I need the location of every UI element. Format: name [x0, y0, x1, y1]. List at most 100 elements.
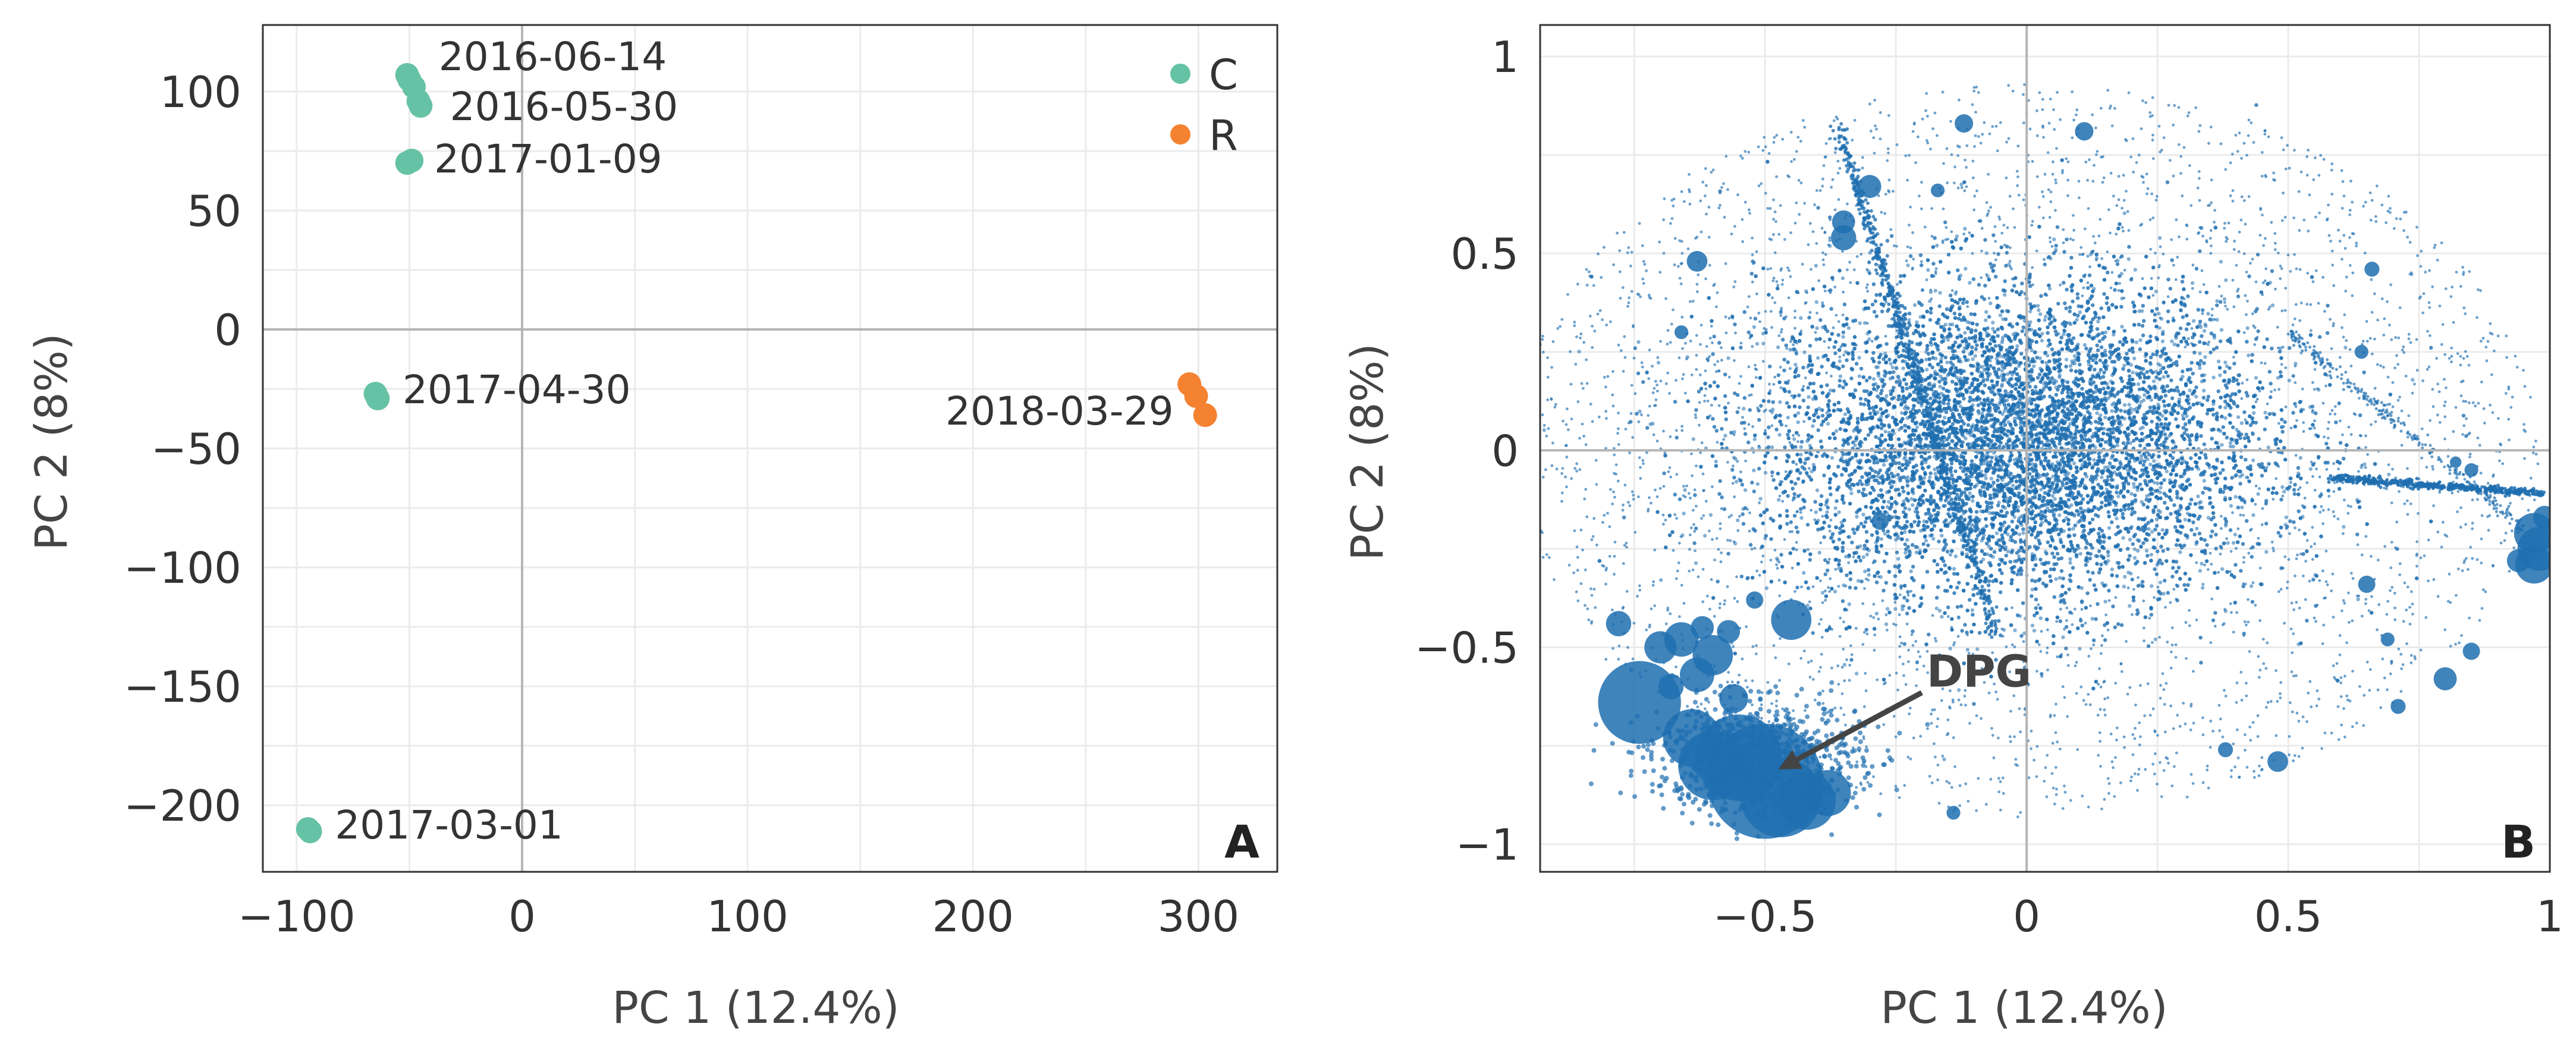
panel-b-point: [1884, 394, 1889, 398]
panel-b-point: [1799, 316, 1803, 320]
panel-b-point: [2152, 459, 2156, 463]
panel-b-point: [2132, 547, 2137, 551]
panel-b-point: [1788, 347, 1792, 352]
panel-a-x-tick: 0: [508, 891, 536, 941]
panel-b-point: [1839, 520, 1844, 525]
panel-b-point: [1648, 422, 1653, 426]
panel-b-point: [2127, 403, 2131, 407]
panel-b-point: [2158, 236, 2162, 240]
panel-b-point: [1952, 567, 1956, 571]
panel-b-point: [2030, 623, 2035, 628]
panel-b-point: [2068, 422, 2072, 426]
panel-b-point: [1964, 266, 1968, 271]
panel-b-point: [2178, 550, 2182, 554]
panel-b-point: [2038, 616, 2043, 620]
panel-b-point: [2387, 472, 2391, 477]
panel-b-point: [1939, 374, 1943, 379]
panel-b-point: [1694, 561, 1698, 566]
panel-b-point: [2084, 508, 2088, 513]
panel-b-point: [2159, 485, 2163, 490]
panel-a-y-tick: −150: [124, 662, 241, 712]
panel-b-point: [2298, 456, 2302, 460]
panel-b-point: [2015, 344, 2019, 348]
panel-b-point: [1901, 359, 1905, 363]
panel-b-point: [2000, 340, 2004, 344]
panel-b-point: [2068, 557, 2072, 561]
panel-b-point: [1928, 475, 1932, 479]
panel-b-point: [2035, 304, 2040, 308]
panel-b-point: [1702, 533, 1707, 538]
panel-b-point: [1994, 531, 1999, 535]
panel-b-point: [1973, 354, 1977, 358]
panel-b-point: [1723, 434, 1727, 438]
panel-b-point: [2053, 497, 2057, 501]
panel-b-point: [1998, 313, 2003, 318]
panel-b-point: [1849, 491, 1854, 495]
panel-b-point: [2154, 290, 2159, 294]
panel-b-point: [1896, 557, 1900, 561]
panel-b-point: [1943, 416, 1947, 420]
panel-b-point: [2032, 629, 2037, 633]
panel-b-point: [1984, 476, 1988, 481]
panel-b-point: [1752, 468, 1756, 473]
panel-b-point: [1912, 303, 1917, 307]
panel-b-point: [2128, 538, 2132, 542]
panel-b-point: [1844, 554, 1848, 559]
panel-b-point: [1988, 301, 1993, 306]
panel-b-point: [2157, 312, 2161, 316]
panel-b-point: [1577, 350, 1581, 354]
panel-b-point: [2356, 597, 2360, 601]
panel-b-point: [1884, 622, 1889, 626]
panel-b-point: [2136, 382, 2141, 387]
panel-b-point: [1968, 491, 1972, 495]
panel-b-point: [2022, 631, 2027, 636]
panel-b-point: [2069, 322, 2073, 326]
panel-b-point: [1735, 479, 1739, 484]
panel-b-point: [2165, 469, 2169, 473]
panel-b-point: [2031, 364, 2036, 368]
panel-b-point: [2132, 356, 2137, 360]
panel-b-point: [1906, 263, 1910, 268]
panel-b-point: [2343, 346, 2348, 350]
panel-b-point: [2308, 467, 2313, 471]
panel-b-point: [2160, 339, 2165, 344]
panel-b-point: [2211, 375, 2216, 379]
panel-b-point: [2264, 550, 2269, 554]
panel-b-point: [2062, 332, 2066, 337]
panel-b-point: [2249, 584, 2254, 588]
panel-b-point: [1911, 503, 1915, 507]
panel-b-point: [1761, 341, 1765, 346]
panel-b-point: [2284, 515, 2288, 520]
panel-a-point-c: [298, 819, 322, 843]
panel-b-point: [1902, 499, 1906, 504]
panel-b-point: [2282, 489, 2286, 494]
panel-b-point: [2082, 343, 2087, 347]
panel-b-point: [1708, 513, 1713, 517]
panel-b-point: [1991, 321, 1995, 325]
panel-b-point: [2070, 359, 2074, 363]
panel-b-point: [2154, 517, 2159, 522]
panel-b-point: [2133, 268, 2137, 272]
panel-b-point: [2057, 513, 2062, 517]
panel-a-y-axis-title: PC 2 (8%): [26, 333, 77, 551]
panel-b-point: [1946, 338, 1950, 342]
panel-b-point: [1874, 611, 1879, 616]
panel-b-point: [1987, 544, 1991, 548]
panel-b-point: [2158, 580, 2163, 585]
panel-b-point: [1726, 356, 1730, 360]
panel-b-point: [1991, 480, 1996, 485]
panel-b-point: [2200, 586, 2205, 590]
panel-b-point: [2552, 513, 2556, 516]
panel-b-point: [2162, 592, 2166, 596]
panel-b-point: [2017, 532, 2022, 536]
panel-b-point: [1743, 488, 1748, 492]
panel-b-point: [1799, 445, 1804, 449]
panel-b-point: [1834, 429, 1839, 433]
panel-b-point: [1938, 384, 1942, 389]
panel-b-point: [2120, 325, 2124, 329]
panel-b-point: [2131, 370, 2135, 375]
panel-b-point: [2215, 299, 2219, 303]
panel-a-zero-lines: [263, 25, 1277, 872]
panel-b-point: [2156, 508, 2161, 513]
